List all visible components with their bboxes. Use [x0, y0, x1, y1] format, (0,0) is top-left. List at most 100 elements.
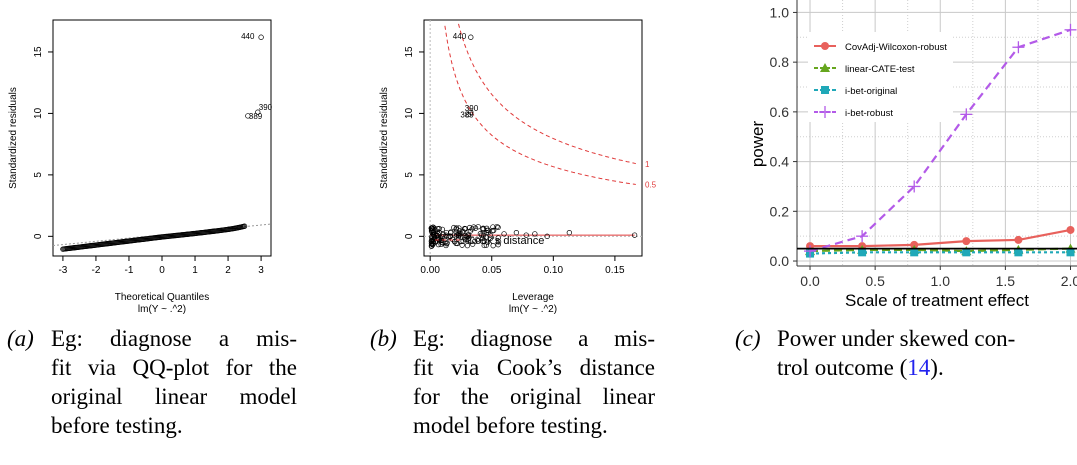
cooks-ylabel: Standardized residuals	[379, 87, 390, 189]
qq-xtick-label: 0	[159, 265, 165, 276]
qq-xtick-label: 3	[258, 265, 264, 276]
power-ylabel: power	[748, 121, 767, 168]
cooks-point	[457, 228, 463, 234]
power-series-marker	[1014, 235, 1023, 244]
cooks-point	[544, 233, 550, 239]
caption-a-line-1: Eg: diagnose a mis-	[51, 326, 297, 351]
cooks-ytick-label: 0	[404, 233, 415, 239]
power-legend-label: i-bet-original	[845, 86, 897, 97]
cooks-point	[566, 229, 572, 236]
qq-plot-panel: Standardized residuals Theoretical Quant…	[8, 19, 273, 315]
qq-outlier-label: 440	[241, 32, 255, 41]
qq-xtick-label: -3	[58, 265, 67, 276]
cooks-xtick-label: 0.10	[544, 265, 564, 276]
power-series-marker	[962, 248, 971, 257]
qq-outlier-label: 390	[259, 103, 273, 112]
cooks-point	[454, 240, 460, 247]
cooks-point	[443, 233, 449, 240]
power-ytick-label: 0.0	[770, 253, 790, 269]
cooks-xtick-label: 0.15	[605, 265, 625, 276]
cooks-point	[523, 232, 529, 238]
cooks-point	[470, 241, 476, 247]
cooks-point	[494, 223, 500, 230]
power-ytick-label: 0.6	[770, 104, 790, 120]
cooks-point	[475, 224, 481, 230]
caption-b-line-3: for the original linear	[413, 384, 655, 409]
cooks-point	[487, 232, 493, 238]
qq-point	[241, 223, 248, 229]
cooks-point	[435, 226, 441, 232]
cooks-legend: Cook's distance	[435, 235, 544, 247]
caption-a-line-2: fit via QQ-plot for the	[51, 355, 297, 380]
cooks-point	[456, 231, 462, 237]
cooks-plot-frame	[423, 19, 643, 257]
cooks-point	[478, 232, 485, 238]
cooks-point	[431, 225, 437, 231]
cooks-point	[451, 224, 457, 231]
caption-b-tag: (b)	[370, 326, 397, 351]
power-series	[797, 23, 1077, 258]
cooks-contours: 10.5	[424, 20, 657, 256]
cooks-point	[428, 243, 435, 249]
qq-outlier-point	[255, 109, 261, 115]
power-series-line	[810, 228, 1071, 248]
power-ytick-label: 0.4	[770, 154, 790, 170]
power-ticks: 0.0 0.5 1.0 1.5 2.0 0.0 0.2 0.4 0.6 0.8 1.0	[770, 4, 1077, 289]
cooks-point	[444, 241, 450, 247]
caption-a-tag: (a)	[7, 326, 34, 351]
cooks-contour	[458, 23, 636, 165]
power-legend-label: i-bet-robust	[845, 108, 893, 119]
power-legend-marker	[821, 86, 829, 94]
cooks-point	[501, 231, 507, 237]
qq-xlabel: Theoretical Quantiles	[115, 292, 210, 303]
caption-a: (a) Eg: diagnose a mis- fit via QQ-plot …	[7, 324, 297, 440]
power-series-marker	[1066, 248, 1075, 257]
power-series-line	[809, 247, 1071, 253]
cooks-outlier-label: 440	[453, 32, 467, 41]
cooks-point	[495, 235, 501, 241]
reference-link[interactable]: 14	[907, 355, 931, 380]
cooks-point	[466, 235, 472, 241]
qq-ytick-label: 0	[33, 233, 44, 239]
cooks-point	[495, 224, 501, 231]
qq-ytick-label: 15	[33, 46, 44, 58]
cooks-point	[490, 224, 496, 230]
cooks-point	[495, 239, 502, 245]
cooks-point	[487, 235, 494, 242]
cooks-point	[430, 241, 436, 248]
power-xtick-label: 2.0	[1061, 273, 1077, 289]
qq-ytick-label: 10	[33, 107, 44, 119]
qq-ylabel: Standardized residuals	[8, 87, 19, 189]
qq-outlier-point	[258, 34, 264, 40]
cooks-point	[456, 225, 462, 231]
caption-c: (c) Power under skewed con- trol outcome…	[735, 324, 1077, 382]
cooks-point	[445, 234, 452, 241]
cooks-contour-label: 1	[645, 160, 650, 169]
power-legend-label: linear-CATE-test	[845, 64, 915, 75]
cooks-points	[428, 223, 638, 249]
cooks-outlier-point	[468, 34, 474, 40]
cooks-point	[477, 231, 484, 237]
qq-xtick-label: 1	[192, 265, 198, 276]
cooks-outlier-point	[468, 109, 474, 115]
cooks-point	[439, 233, 446, 240]
cooks-sublabel: lm(Y ~ .^2)	[509, 304, 557, 315]
power-xtick-label: 0.5	[865, 273, 885, 289]
power-legend-marker	[821, 42, 829, 50]
power-xlabel: Scale of treatment effect	[845, 291, 1029, 310]
cooks-point	[448, 229, 454, 235]
caption-c-line-2: trol outcome (14).	[777, 355, 944, 380]
qq-xtick-label: -1	[125, 265, 134, 276]
qq-xtick-label: 2	[225, 265, 231, 276]
power-series-marker	[1066, 225, 1075, 234]
cooks-point	[429, 225, 436, 231]
cooks-point	[489, 228, 496, 234]
qq-points	[60, 223, 248, 252]
cooks-point	[480, 235, 486, 241]
caption-a-line-4: before testing.	[51, 413, 183, 438]
cooks-point	[453, 229, 459, 235]
power-legend-label: CovAdj-Wilcoxon-robust	[845, 42, 947, 53]
caption-b: (b) Eg: diagnose a mis- fit via Cook’s d…	[370, 324, 655, 440]
qq-plot-frame	[52, 19, 272, 257]
